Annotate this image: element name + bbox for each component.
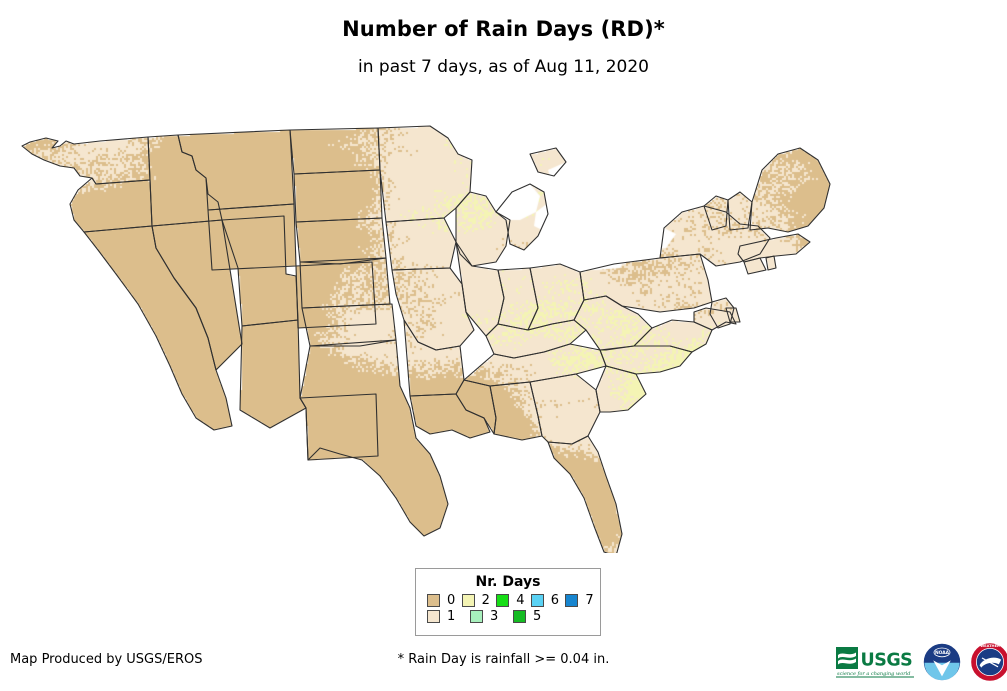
legend-entry-6: 6 (530, 593, 566, 608)
legend-label-6: 6 (550, 593, 560, 608)
legend-entry-0: 0 (427, 594, 462, 607)
legend-entry-7: 7 (565, 594, 600, 607)
rain-days-map[interactable] (0, 108, 1007, 553)
page-subtitle: in past 7 days, as of Aug 11, 2020 (358, 57, 649, 77)
legend-swatch-5 (513, 610, 526, 623)
nws-logo[interactable]: WEATHER (970, 642, 1007, 682)
legend-entry-2: 2 (461, 593, 497, 608)
noaa-logo[interactable]: NOAA (922, 642, 962, 682)
legend-swatch-3 (470, 610, 483, 623)
legend-label-5: 5 (533, 609, 542, 624)
legend-swatch-4 (496, 594, 510, 607)
svg-text:science for a changing world: science for a changing world (837, 671, 910, 677)
legend-label-0: 0 (447, 593, 456, 608)
legend-swatch-0 (427, 594, 440, 607)
map-raster-layer (0, 108, 1007, 553)
legend-label-3: 3 (490, 609, 499, 624)
legend-label-7: 7 (585, 593, 594, 608)
page-title: Number of Rain Days (RD)* (342, 17, 665, 41)
legend-swatch-2 (461, 594, 475, 607)
legend-row-top: 0 2 4 6 7 (416, 594, 600, 607)
svg-text:WEATHER: WEATHER (980, 644, 1000, 648)
footer-credit: Map Produced by USGS/EROS (10, 652, 203, 667)
legend-swatch-7 (565, 594, 579, 607)
footer-note: * Rain Day is rainfall >= 0.04 in. (397, 652, 610, 667)
legend-title: Nr. Days (475, 574, 541, 590)
legend-entry-3: 3 (470, 610, 513, 623)
agency-logos: USGS science for a changing world NOAA W… (836, 639, 1007, 685)
legend-row-bottom: 1 3 5 (416, 610, 600, 623)
legend-swatch-1 (427, 610, 440, 623)
legend-swatch-6 (530, 594, 544, 607)
legend-entry-1: 1 (427, 610, 470, 623)
usgs-logo[interactable]: USGS science for a changing world (836, 645, 914, 679)
legend: Nr. Days 0 2 4 6 7 1 3 (415, 568, 601, 636)
svg-text:USGS: USGS (861, 651, 913, 671)
title-block: Number of Rain Days (RD)* in past 7 days… (0, 0, 1007, 78)
svg-text:NOAA: NOAA (935, 650, 950, 656)
legend-label-1: 1 (447, 609, 456, 624)
legend-entry-4: 4 (496, 594, 531, 607)
legend-label-2: 2 (481, 593, 490, 608)
legend-entry-5: 5 (513, 610, 556, 623)
legend-label-4: 4 (516, 593, 525, 608)
